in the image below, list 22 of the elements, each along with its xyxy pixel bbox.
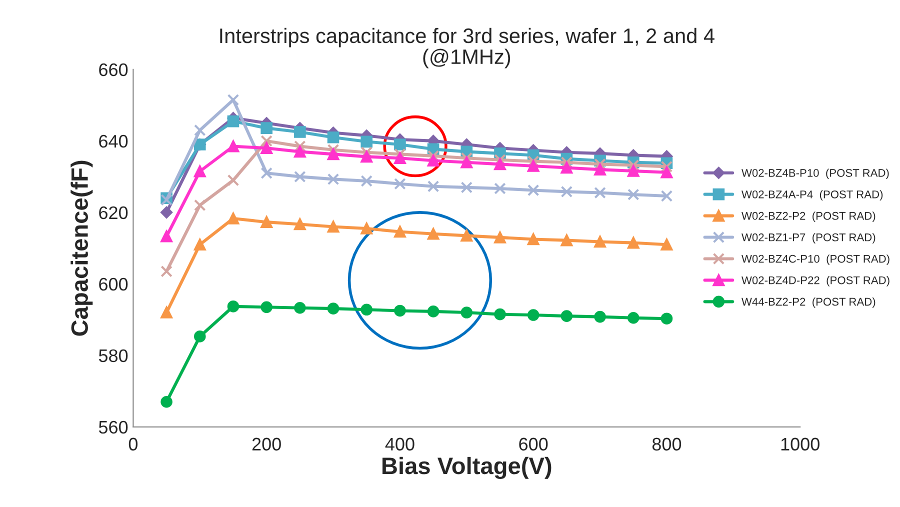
legend-label: W02-BZ4B-P10 (POST RAD): [742, 168, 889, 180]
x-tick-label: 200: [252, 438, 281, 451]
y-tick-label: 660: [99, 63, 128, 76]
x-tick-label: 400: [385, 438, 414, 451]
y-tick-label: 600: [99, 278, 128, 291]
x-tick-label: 0: [128, 438, 138, 451]
x-axis-title: Bias Voltage(V): [382, 456, 552, 480]
y-tick-label: 640: [99, 134, 128, 148]
y-axis-title: Capacitence(fF): [70, 160, 93, 336]
y-tick-label: 560: [98, 420, 128, 434]
legend-label: W02-BZ4D-P22 (POST RAD): [742, 276, 890, 286]
x-tick-label: 600: [519, 438, 548, 451]
x-tick-label: 800: [652, 438, 682, 451]
legend-label: W02-BZ4A-P4 (POST RAD): [742, 190, 883, 201]
x-tick-label: 1000: [781, 438, 820, 451]
legend-label: W02-BZ4C-P10 (POST RAD): [742, 254, 890, 265]
legend-label: W44-BZ2-P2 (POST RAD): [742, 298, 876, 308]
legend-label: W02-BZ2-P2 (POST RAD): [742, 212, 876, 222]
chart-title: Interstrips capacitance for 3rd series, wafer 1, 2 and 4 (@1MHz): [220, 28, 714, 68]
legend-label: W02-BZ1-P7 (POST RAD): [742, 233, 876, 244]
y-tick-label: 580: [98, 349, 128, 362]
y-tick-label: 620: [99, 206, 128, 220]
